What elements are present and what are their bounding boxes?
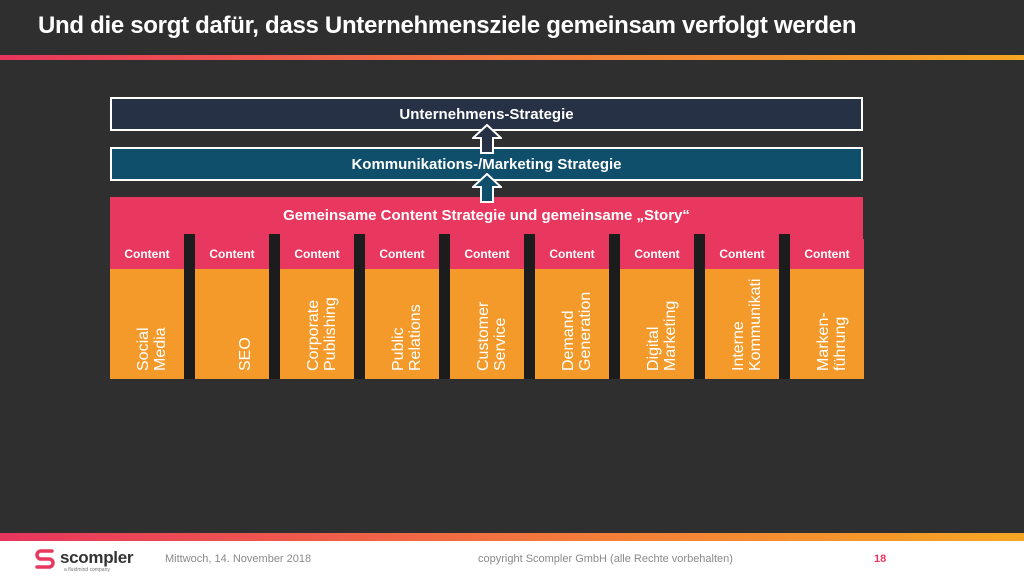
footer-accent-line <box>0 533 1024 541</box>
channel-name: SEO <box>237 337 254 371</box>
slide-title: Und die sorgt dafür, dass Unternehmenszi… <box>38 12 857 39</box>
content-column-social-media: Content Social Media <box>110 239 184 379</box>
content-column-corporate-publishing: Content Corporate Publishing <box>280 239 354 379</box>
channel-name: Public Relations <box>390 304 424 371</box>
channel-name: Customer Service <box>475 301 509 371</box>
scompler-logo-icon <box>35 549 55 569</box>
channel-name: Marken-führung <box>815 312 849 371</box>
content-label: Content <box>195 239 269 269</box>
content-column-interne-kommunikation: Content Interne Kommunikati <box>705 239 779 379</box>
channel-name: Social Media <box>135 327 169 371</box>
content-column-public-relations: Content Public Relations <box>365 239 439 379</box>
title-underline <box>0 55 1024 60</box>
content-column-demand-generation: Content Demand Generation <box>535 239 609 379</box>
channel-name: Corporate Publishing <box>305 297 339 371</box>
content-label: Content <box>110 239 184 269</box>
column-divider <box>694 234 705 379</box>
content-label: Content <box>365 239 439 269</box>
column-divider <box>439 234 450 379</box>
content-strategy-block: Gemeinsame Content Strategie und gemeins… <box>110 197 863 239</box>
column-divider <box>354 234 365 379</box>
channel-box: Marken-führung <box>790 269 864 379</box>
content-label: Content <box>535 239 609 269</box>
channel-box: Social Media <box>110 269 184 379</box>
scompler-logo: scompler a fluidmind company <box>34 547 134 573</box>
channel-box: Corporate Publishing <box>280 269 354 379</box>
content-label: Content <box>705 239 779 269</box>
up-arrow-icon <box>472 124 502 154</box>
column-divider <box>269 234 280 379</box>
footer-date: Mittwoch, 14. November 2018 <box>165 553 312 565</box>
footer: scompler a fluidmind company Mittwoch, 1… <box>0 541 1024 576</box>
content-strategy-label: Gemeinsame Content Strategie und gemeins… <box>283 207 690 224</box>
page-number: 18 <box>874 553 887 565</box>
column-divider <box>184 234 195 379</box>
channel-name: Digital Marketing <box>645 300 679 371</box>
channel-box: Public Relations <box>365 269 439 379</box>
channel-name: Demand Generation <box>560 291 594 371</box>
content-column-customer-service: Content Customer Service <box>450 239 524 379</box>
column-divider <box>779 234 790 379</box>
channel-box: SEO <box>195 269 269 379</box>
up-arrow-icon <box>472 173 502 203</box>
channel-box: Customer Service <box>450 269 524 379</box>
logo-text: scompler <box>60 548 134 567</box>
channel-box: Demand Generation <box>535 269 609 379</box>
content-column-markenfuehrung: Content Marken-führung <box>790 239 864 379</box>
content-column-seo: Content SEO <box>195 239 269 379</box>
marketing-strategy-label: Kommunikations-/Marketing Strategie <box>351 155 622 173</box>
column-divider <box>609 234 620 379</box>
content-label: Content <box>790 239 864 269</box>
logo-subtitle: a fluidmind company <box>64 567 110 573</box>
column-divider <box>524 234 535 379</box>
footer-copyright: copyright Scompler GmbH (alle Rechte vor… <box>478 553 733 565</box>
channel-box: Digital Marketing <box>620 269 694 379</box>
content-column-digital-marketing: Content Digital Marketing <box>620 239 694 379</box>
strategy-bar-label: Unternehmens-Strategie <box>399 105 574 123</box>
content-label: Content <box>450 239 524 269</box>
content-label: Content <box>280 239 354 269</box>
channel-box: Interne Kommunikati <box>705 269 779 379</box>
channel-name: Interne Kommunikati <box>730 278 764 371</box>
content-label: Content <box>620 239 694 269</box>
